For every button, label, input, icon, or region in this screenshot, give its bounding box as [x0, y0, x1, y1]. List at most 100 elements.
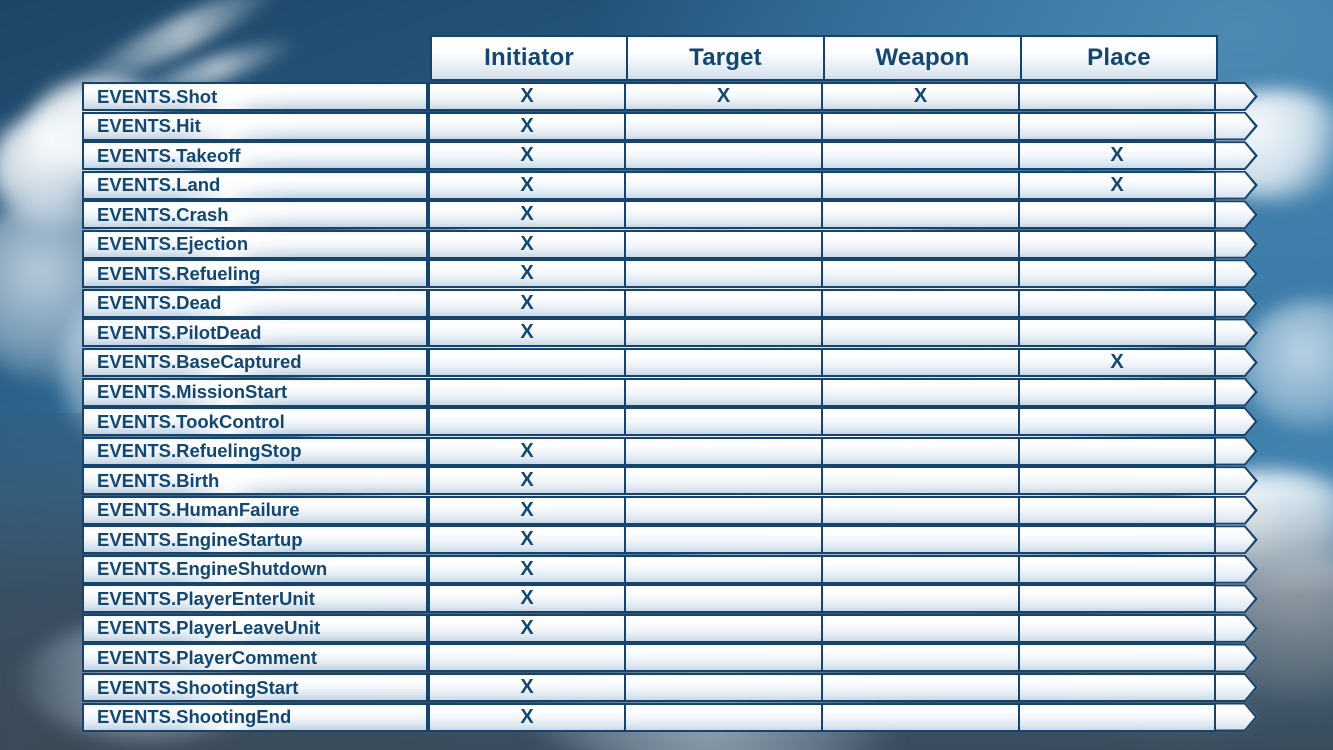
- cell-target[interactable]: [625, 673, 822, 702]
- table-row[interactable]: EVENTS.ShootingStart X: [82, 673, 1258, 702]
- cell-target[interactable]: [625, 318, 822, 348]
- cell-weapon[interactable]: [822, 377, 1019, 407]
- cell-initiator[interactable]: [428, 377, 625, 407]
- cell-place[interactable]: X: [1019, 347, 1216, 377]
- cell-place[interactable]: [1019, 229, 1216, 259]
- cell-place[interactable]: [1019, 495, 1216, 525]
- table-row[interactable]: EVENTS.Birth X: [82, 466, 1258, 496]
- cell-initiator[interactable]: [428, 407, 625, 437]
- cell-place[interactable]: [1019, 288, 1216, 318]
- cell-target[interactable]: [625, 259, 822, 289]
- cell-place[interactable]: [1019, 584, 1216, 614]
- table-row[interactable]: EVENTS.MissionStart: [82, 377, 1258, 407]
- cell-target[interactable]: [625, 613, 822, 643]
- cell-weapon[interactable]: [822, 141, 1019, 171]
- cell-initiator[interactable]: X: [428, 111, 625, 141]
- table-row[interactable]: EVENTS.TookControl: [82, 407, 1258, 437]
- cell-target[interactable]: [625, 111, 822, 141]
- cell-place[interactable]: [1019, 466, 1216, 496]
- table-row[interactable]: EVENTS.EngineStartup X: [82, 525, 1258, 555]
- cell-target[interactable]: [625, 407, 822, 437]
- cell-place[interactable]: [1019, 111, 1216, 141]
- cell-target[interactable]: [625, 141, 822, 171]
- event-name-cell[interactable]: EVENTS.Shot: [82, 82, 428, 111]
- cell-weapon[interactable]: [822, 259, 1019, 289]
- event-name-cell[interactable]: EVENTS.ShootingStart: [82, 673, 428, 702]
- cell-target[interactable]: [625, 288, 822, 318]
- cell-initiator[interactable]: X: [428, 82, 625, 111]
- event-name-cell[interactable]: EVENTS.PlayerLeaveUnit: [82, 613, 428, 643]
- event-name-cell[interactable]: EVENTS.Dead: [82, 288, 428, 318]
- event-name-cell[interactable]: EVENTS.PlayerEnterUnit: [82, 584, 428, 614]
- cell-target[interactable]: [625, 347, 822, 377]
- cell-initiator[interactable]: X: [428, 702, 625, 732]
- cell-weapon[interactable]: [822, 407, 1019, 437]
- cell-initiator[interactable]: X: [428, 466, 625, 496]
- cell-weapon[interactable]: [822, 111, 1019, 141]
- cell-weapon[interactable]: [822, 170, 1019, 200]
- cell-place[interactable]: [1019, 673, 1216, 702]
- cell-target[interactable]: [625, 643, 822, 673]
- cell-weapon[interactable]: [822, 613, 1019, 643]
- cell-weapon[interactable]: [822, 554, 1019, 584]
- cell-initiator[interactable]: X: [428, 318, 625, 348]
- table-row[interactable]: EVENTS.Takeoff X X: [82, 141, 1258, 171]
- table-row[interactable]: EVENTS.Refueling X: [82, 259, 1258, 289]
- cell-initiator[interactable]: X: [428, 200, 625, 230]
- event-name-cell[interactable]: EVENTS.PlayerComment: [82, 643, 428, 673]
- cell-initiator[interactable]: [428, 347, 625, 377]
- cell-weapon[interactable]: [822, 673, 1019, 702]
- column-header-initiator[interactable]: Initiator: [430, 35, 627, 81]
- cell-target[interactable]: [625, 702, 822, 732]
- cell-initiator[interactable]: X: [428, 288, 625, 318]
- table-row[interactable]: EVENTS.BaseCaptured X: [82, 347, 1258, 377]
- table-row[interactable]: EVENTS.Hit X: [82, 111, 1258, 141]
- cell-place[interactable]: X: [1019, 141, 1216, 171]
- cell-place[interactable]: [1019, 82, 1216, 111]
- event-name-cell[interactable]: EVENTS.Refueling: [82, 259, 428, 289]
- cell-initiator[interactable]: [428, 643, 625, 673]
- cell-target[interactable]: [625, 170, 822, 200]
- cell-target[interactable]: [625, 584, 822, 614]
- table-row[interactable]: EVENTS.PlayerEnterUnit X: [82, 584, 1258, 614]
- cell-weapon[interactable]: [822, 466, 1019, 496]
- cell-weapon[interactable]: [822, 347, 1019, 377]
- table-row[interactable]: EVENTS.Land X X: [82, 170, 1258, 200]
- event-name-cell[interactable]: EVENTS.RefuelingStop: [82, 436, 428, 466]
- table-row[interactable]: EVENTS.Ejection X: [82, 229, 1258, 259]
- cell-target[interactable]: [625, 436, 822, 466]
- event-name-cell[interactable]: EVENTS.Crash: [82, 200, 428, 230]
- cell-weapon[interactable]: [822, 318, 1019, 348]
- table-row[interactable]: EVENTS.Shot X X X: [82, 82, 1258, 111]
- cell-target[interactable]: [625, 554, 822, 584]
- cell-weapon[interactable]: X: [822, 82, 1019, 111]
- cell-weapon[interactable]: [822, 200, 1019, 230]
- table-row[interactable]: EVENTS.Dead X: [82, 288, 1258, 318]
- cell-initiator[interactable]: X: [428, 141, 625, 171]
- cell-weapon[interactable]: [822, 702, 1019, 732]
- cell-initiator[interactable]: X: [428, 229, 625, 259]
- event-name-cell[interactable]: EVENTS.Birth: [82, 466, 428, 496]
- cell-target[interactable]: [625, 229, 822, 259]
- table-row[interactable]: EVENTS.HumanFailure X: [82, 495, 1258, 525]
- cell-target[interactable]: [625, 466, 822, 496]
- cell-place[interactable]: [1019, 407, 1216, 437]
- cell-initiator[interactable]: X: [428, 584, 625, 614]
- event-name-cell[interactable]: EVENTS.Takeoff: [82, 141, 428, 171]
- cell-weapon[interactable]: [822, 229, 1019, 259]
- column-header-place[interactable]: Place: [1021, 35, 1218, 81]
- cell-weapon[interactable]: [822, 495, 1019, 525]
- event-name-cell[interactable]: EVENTS.PilotDead: [82, 318, 428, 348]
- cell-target[interactable]: X: [625, 82, 822, 111]
- cell-place[interactable]: [1019, 436, 1216, 466]
- event-name-cell[interactable]: EVENTS.Land: [82, 170, 428, 200]
- event-name-cell[interactable]: EVENTS.HumanFailure: [82, 495, 428, 525]
- table-row[interactable]: EVENTS.Crash X: [82, 200, 1258, 230]
- table-row[interactable]: EVENTS.PlayerComment: [82, 643, 1258, 673]
- event-name-cell[interactable]: EVENTS.TookControl: [82, 407, 428, 437]
- event-name-cell[interactable]: EVENTS.Hit: [82, 111, 428, 141]
- table-row[interactable]: EVENTS.EngineShutdown X: [82, 554, 1258, 584]
- cell-target[interactable]: [625, 495, 822, 525]
- cell-place[interactable]: [1019, 259, 1216, 289]
- cell-weapon[interactable]: [822, 288, 1019, 318]
